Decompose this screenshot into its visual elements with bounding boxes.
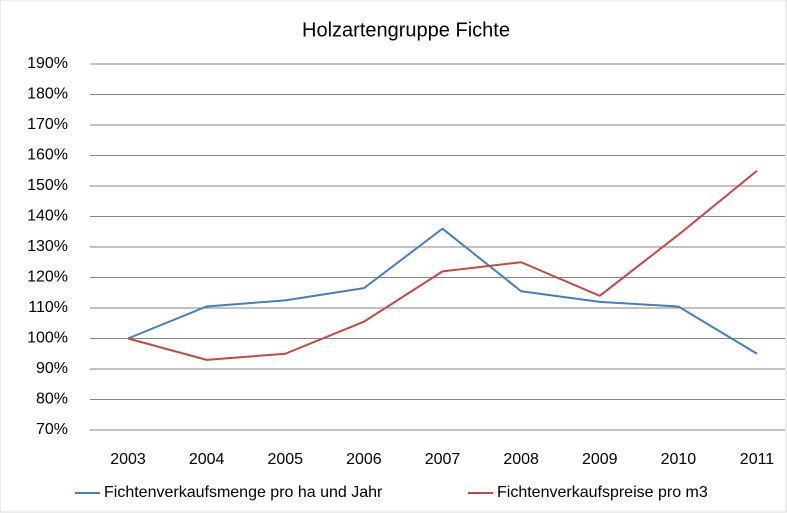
y-tick-label: 140% <box>27 208 68 225</box>
y-tick-label: 80% <box>36 391 68 408</box>
y-tick-label: 100% <box>27 330 68 347</box>
x-tick-label: 2006 <box>346 451 382 468</box>
x-tick-label: 2009 <box>582 451 618 468</box>
y-tick-label: 180% <box>27 86 68 103</box>
y-tick-label: 190% <box>27 55 68 72</box>
x-tick-label: 2004 <box>189 451 225 468</box>
series-line <box>127 169 758 361</box>
x-tick-label: 2003 <box>110 451 146 468</box>
series-line <box>127 227 758 355</box>
x-tick-label: 2007 <box>425 451 461 468</box>
legend-label: Fichtenverkaufsmenge pro ha und Jahr <box>104 484 383 501</box>
y-tick-label: 150% <box>27 177 68 194</box>
x-tick-label: 2010 <box>661 451 697 468</box>
x-tick-label: 2011 <box>740 451 775 468</box>
y-tick-label: 90% <box>36 360 68 377</box>
chart-title: Holzartengruppe Fichte <box>302 19 510 41</box>
x-tick-label: 2005 <box>267 451 303 468</box>
y-tick-label: 70% <box>36 421 68 438</box>
x-tick-label: 2008 <box>503 451 539 468</box>
y-tick-label: 160% <box>27 147 68 164</box>
legend-label: Fichtenverkaufspreise pro m3 <box>497 484 708 501</box>
y-tick-label: 130% <box>27 238 68 255</box>
y-tick-label: 170% <box>27 116 68 133</box>
y-tick-label: 110% <box>28 299 68 316</box>
y-tick-label: 120% <box>27 269 68 286</box>
